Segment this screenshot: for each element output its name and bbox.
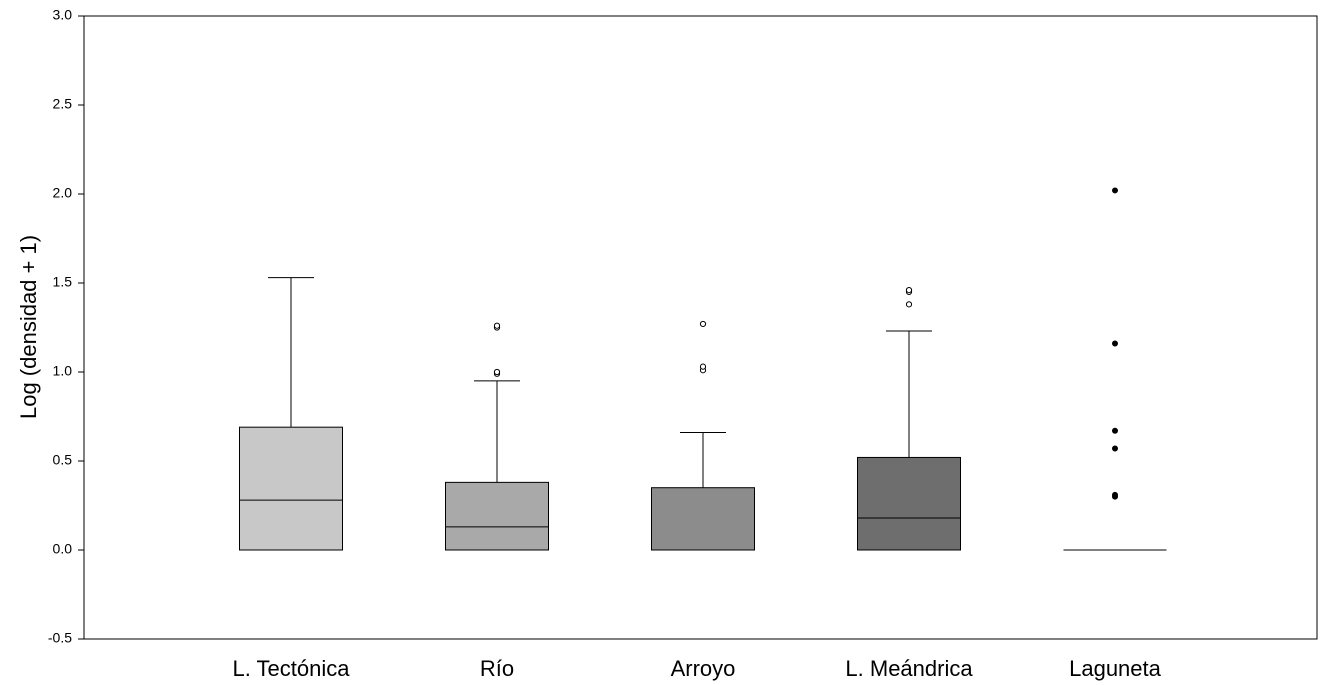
outlier-point bbox=[1112, 187, 1119, 194]
x-category-label: L. Tectónica bbox=[232, 656, 350, 681]
y-tick-label: -0.5 bbox=[48, 630, 72, 646]
y-tick-label: 0.5 bbox=[53, 452, 73, 468]
x-category-label: L. Meándrica bbox=[845, 656, 973, 681]
box bbox=[857, 456, 961, 551]
outlier-point bbox=[1112, 445, 1119, 452]
y-axis-title: Log (densidad + 1) bbox=[16, 235, 41, 419]
outlier-point bbox=[905, 287, 913, 294]
x-category-label: Arroyo bbox=[671, 656, 736, 681]
box bbox=[239, 426, 343, 551]
outlier-point bbox=[905, 301, 913, 308]
box-group bbox=[1063, 187, 1167, 551]
outlier-point bbox=[1112, 340, 1119, 347]
outlier-point bbox=[699, 363, 707, 370]
x-axis: L. Tectónica Río Arroyo L. Meándrica Lagunet… bbox=[232, 656, 1161, 681]
box-group bbox=[445, 322, 549, 551]
box-group bbox=[857, 287, 961, 551]
x-category-label: Río bbox=[480, 656, 514, 681]
outlier-point bbox=[699, 320, 707, 328]
box-group bbox=[651, 320, 755, 551]
y-tick-label: 1.0 bbox=[53, 363, 73, 379]
y-axis: 3.0 2.5 2.0 1.5 1.0 0.5 0.0 -0.5 bbox=[48, 7, 84, 646]
y-tick-label: 2.0 bbox=[53, 185, 73, 201]
y-tick-label: 1.5 bbox=[53, 274, 73, 290]
y-tick-label: 2.5 bbox=[53, 96, 73, 112]
x-category-label: Laguneta bbox=[1069, 656, 1162, 681]
box bbox=[651, 487, 755, 551]
outlier-point bbox=[1112, 427, 1119, 434]
y-tick-label: 3.0 bbox=[53, 7, 73, 23]
box bbox=[445, 481, 549, 551]
boxes bbox=[239, 187, 1167, 551]
outlier-point bbox=[493, 368, 501, 376]
outlier-point bbox=[1112, 491, 1119, 498]
box-group bbox=[239, 277, 343, 551]
y-tick-label: 0.0 bbox=[53, 541, 73, 557]
outlier-point bbox=[493, 322, 501, 329]
plot-frame bbox=[83, 15, 1318, 640]
